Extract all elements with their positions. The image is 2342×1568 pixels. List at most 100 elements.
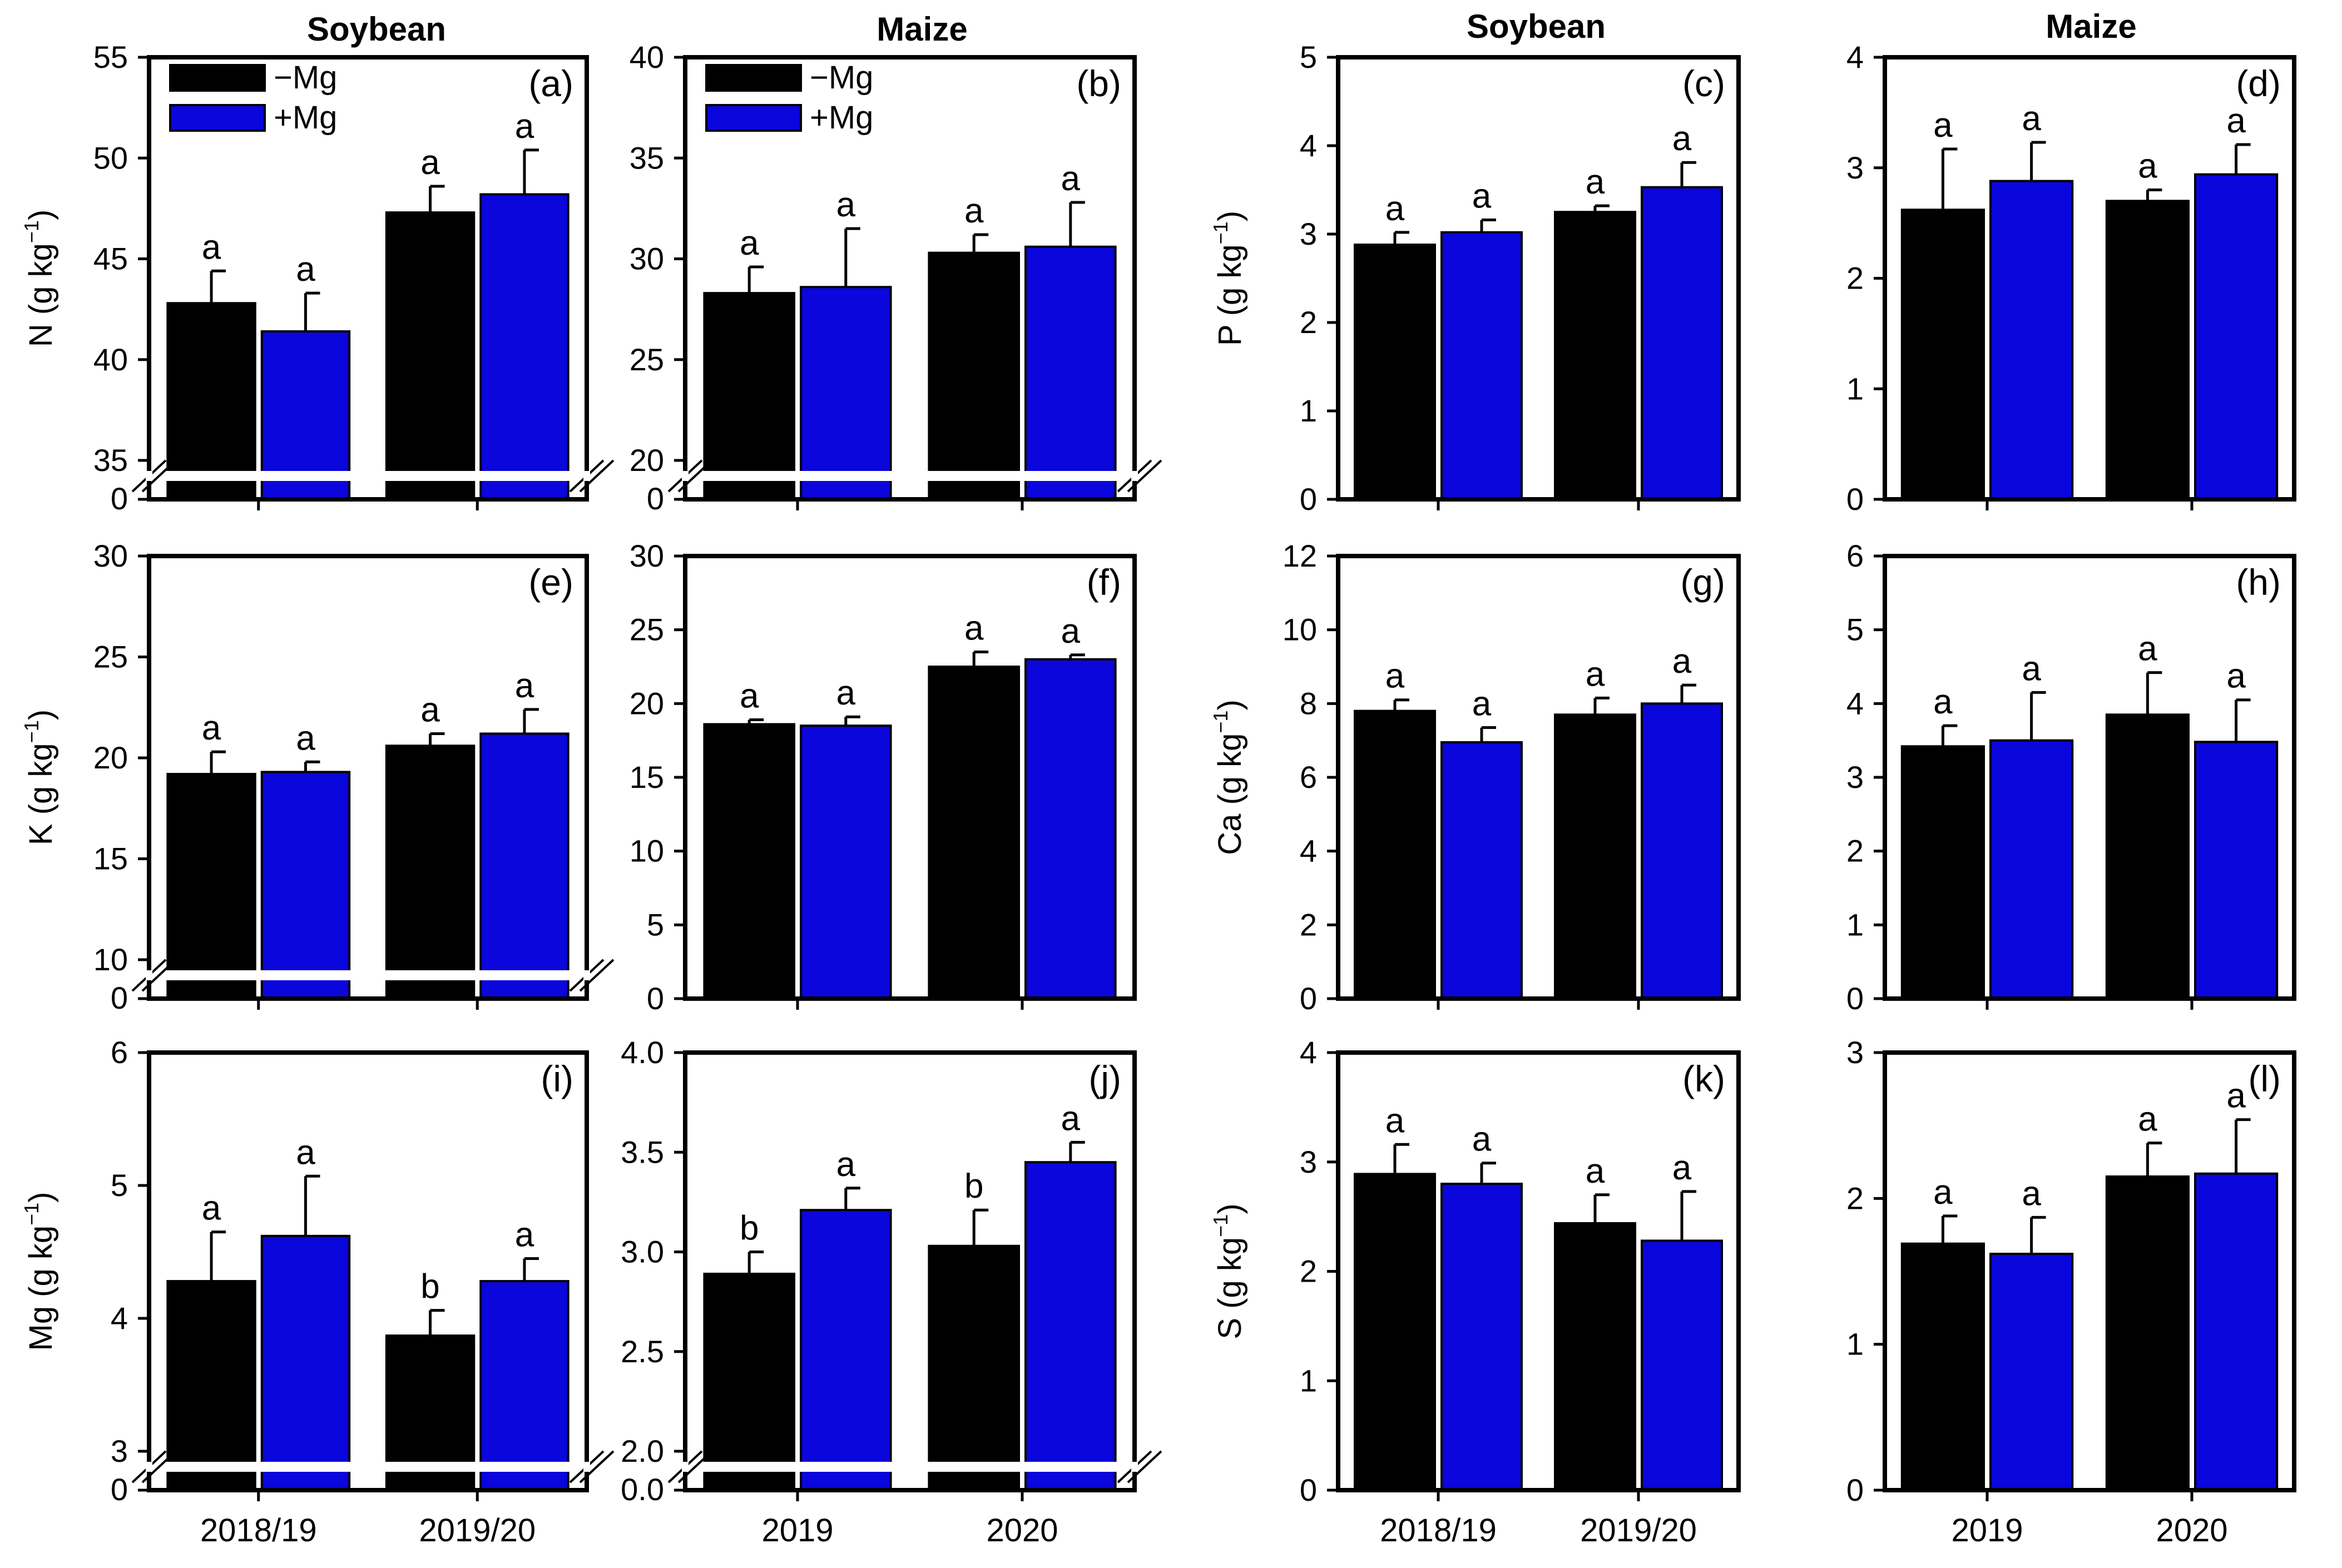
significance-letter: b — [420, 1268, 439, 1306]
significance-letter: a — [2138, 147, 2157, 186]
bar-plus-mg-1 — [1989, 180, 2074, 501]
y-axis-label-main: Mg (g kg — [23, 1225, 59, 1351]
significance-letter: a — [1061, 160, 1081, 198]
significance-letter: a — [515, 667, 534, 705]
y-tick-label: 2 — [1300, 1254, 1317, 1289]
category-label: 2020 — [2156, 1512, 2227, 1549]
y-tick-label: 4 — [1846, 39, 1864, 75]
y-axis-label-main: S (g kg — [1212, 1237, 1248, 1339]
bar-minus-mg-2 — [928, 1244, 1021, 1492]
axis-break-gap — [583, 970, 590, 980]
y-tick-label: 2 — [1300, 305, 1317, 340]
bar-minus-mg-2 — [2105, 1175, 2190, 1492]
bar-minus-mg-1 — [166, 773, 256, 1000]
y-tick-label: 4 — [111, 1301, 128, 1336]
bar-plus-mg-1 — [1989, 1253, 2074, 1492]
significance-letter: a — [2226, 1077, 2246, 1115]
plot-frame — [147, 554, 589, 1001]
y-tick-label: 4 — [1846, 686, 1864, 721]
y-tick-label: 1 — [1300, 393, 1317, 428]
axis-break-gap — [146, 471, 152, 481]
plot-frame — [147, 1050, 589, 1492]
significance-letter: a — [1672, 1149, 1692, 1187]
column-title-4: Maize — [2046, 8, 2136, 45]
panel-label: (g) — [1680, 562, 1725, 603]
y-tick-label: 20 — [93, 740, 128, 775]
bar-plus-mg-1 — [800, 1209, 892, 1492]
significance-letter: a — [1586, 163, 1605, 201]
panel-g: a a a a 0 2 4 6 8 10 12 (g) Ca (g kg−1) — [1209, 538, 1741, 1016]
y-tick-label: 3.5 — [621, 1134, 664, 1169]
y-axis-label-superscript: −1 — [20, 1203, 43, 1225]
y-tick-label: 0 — [1300, 981, 1317, 1016]
axis-break-band — [663, 471, 1157, 481]
significance-letter: a — [1933, 683, 1953, 721]
y-tick-label: 25 — [630, 612, 664, 647]
bar-plus-mg-2 — [479, 193, 570, 500]
significance-letter: a — [2138, 630, 2157, 668]
y-tick-label: 3 — [1300, 1144, 1317, 1179]
y-tick-label: 30 — [630, 538, 664, 573]
y-axis-label: K (g kg−1) — [20, 709, 59, 845]
y-tick-label: 3 — [1846, 150, 1864, 185]
y-tick-label: 2.5 — [621, 1334, 664, 1369]
legend-label-minus-mg: −Mg — [274, 59, 337, 96]
y-axis-label-main: Ca (g kg — [1212, 733, 1248, 855]
y-tick-label: 2 — [1300, 907, 1317, 942]
panel-label: (a) — [528, 63, 573, 104]
significance-letter: a — [1472, 1120, 1492, 1159]
significance-letter: a — [1385, 657, 1405, 696]
legend-swatch-minus-mg — [705, 64, 802, 92]
y-tick-label: 3 — [1846, 760, 1864, 795]
plot-frame — [683, 1050, 1137, 1492]
y-tick-label: 1 — [1846, 371, 1864, 406]
bar-plus-mg-2 — [2194, 173, 2279, 500]
panel-d: a a a a 0 1 2 3 4 (d) — [1846, 39, 2296, 517]
y-tick-label: 25 — [630, 342, 664, 377]
bar-plus-mg-2 — [2194, 1172, 2279, 1491]
panel-e: a a a a 010 15 20 25 30 (e) K (g kg−1) — [20, 538, 615, 1015]
y-tick-label: 0 — [1846, 1472, 1864, 1507]
plot-frame — [1336, 55, 1741, 502]
panel-k: a a 2018/19 a a 2019/20 0 1 2 3 4 (k) S (g kg−1) — [1209, 1035, 1741, 1549]
significance-letter: a — [1586, 1152, 1605, 1190]
y-tick-label: 40 — [630, 39, 664, 75]
y-tick-label: 30 — [93, 538, 128, 573]
category-label: 2019/20 — [1580, 1512, 1697, 1549]
y-tick-label: 5 — [111, 1168, 128, 1203]
category-label: 2018/19 — [1380, 1512, 1497, 1549]
axis-break-gap — [1131, 1462, 1138, 1472]
y-tick-label-zero: 0.0 — [621, 1472, 664, 1507]
bar-plus-mg-2 — [1024, 1161, 1117, 1492]
y-tick-label: 0 — [1846, 981, 1864, 1016]
axis-break-band — [127, 1462, 609, 1472]
panel-label: (l) — [2248, 1058, 2281, 1099]
y-tick-label: 50 — [93, 140, 128, 175]
legend-swatch-plus-mg — [705, 104, 802, 132]
y-tick-label: 1 — [1846, 1327, 1864, 1362]
significance-letter: a — [1472, 684, 1492, 723]
y-axis-label-close: ) — [1212, 699, 1248, 710]
y-tick-label: 1 — [1300, 1363, 1317, 1398]
y-tick-label: 3.0 — [621, 1234, 664, 1269]
axis-break-gap — [146, 970, 152, 980]
significance-letter: b — [740, 1209, 759, 1248]
significance-letter: a — [964, 609, 984, 647]
panel-label: (d) — [2236, 63, 2281, 104]
y-tick-label: 10 — [1283, 612, 1317, 647]
y-tick-label: 4 — [1300, 833, 1317, 869]
y-tick-label: 8 — [1300, 686, 1317, 721]
significance-letter: a — [296, 1133, 315, 1172]
axis-break-gap — [583, 1462, 590, 1472]
axis-break-band — [127, 471, 609, 481]
significance-letter: a — [202, 228, 221, 266]
y-tick-label: 35 — [630, 140, 664, 175]
y-tick-label: 30 — [630, 241, 664, 276]
panel-label: (e) — [528, 562, 573, 603]
significance-letter: a — [836, 674, 856, 712]
y-axis-label-superscript: −1 — [1209, 711, 1232, 733]
significance-letter: a — [1385, 190, 1405, 228]
bar-plus-mg-2 — [1641, 186, 1723, 501]
significance-letter: a — [1933, 1173, 1953, 1212]
significance-letter: a — [515, 1215, 534, 1254]
